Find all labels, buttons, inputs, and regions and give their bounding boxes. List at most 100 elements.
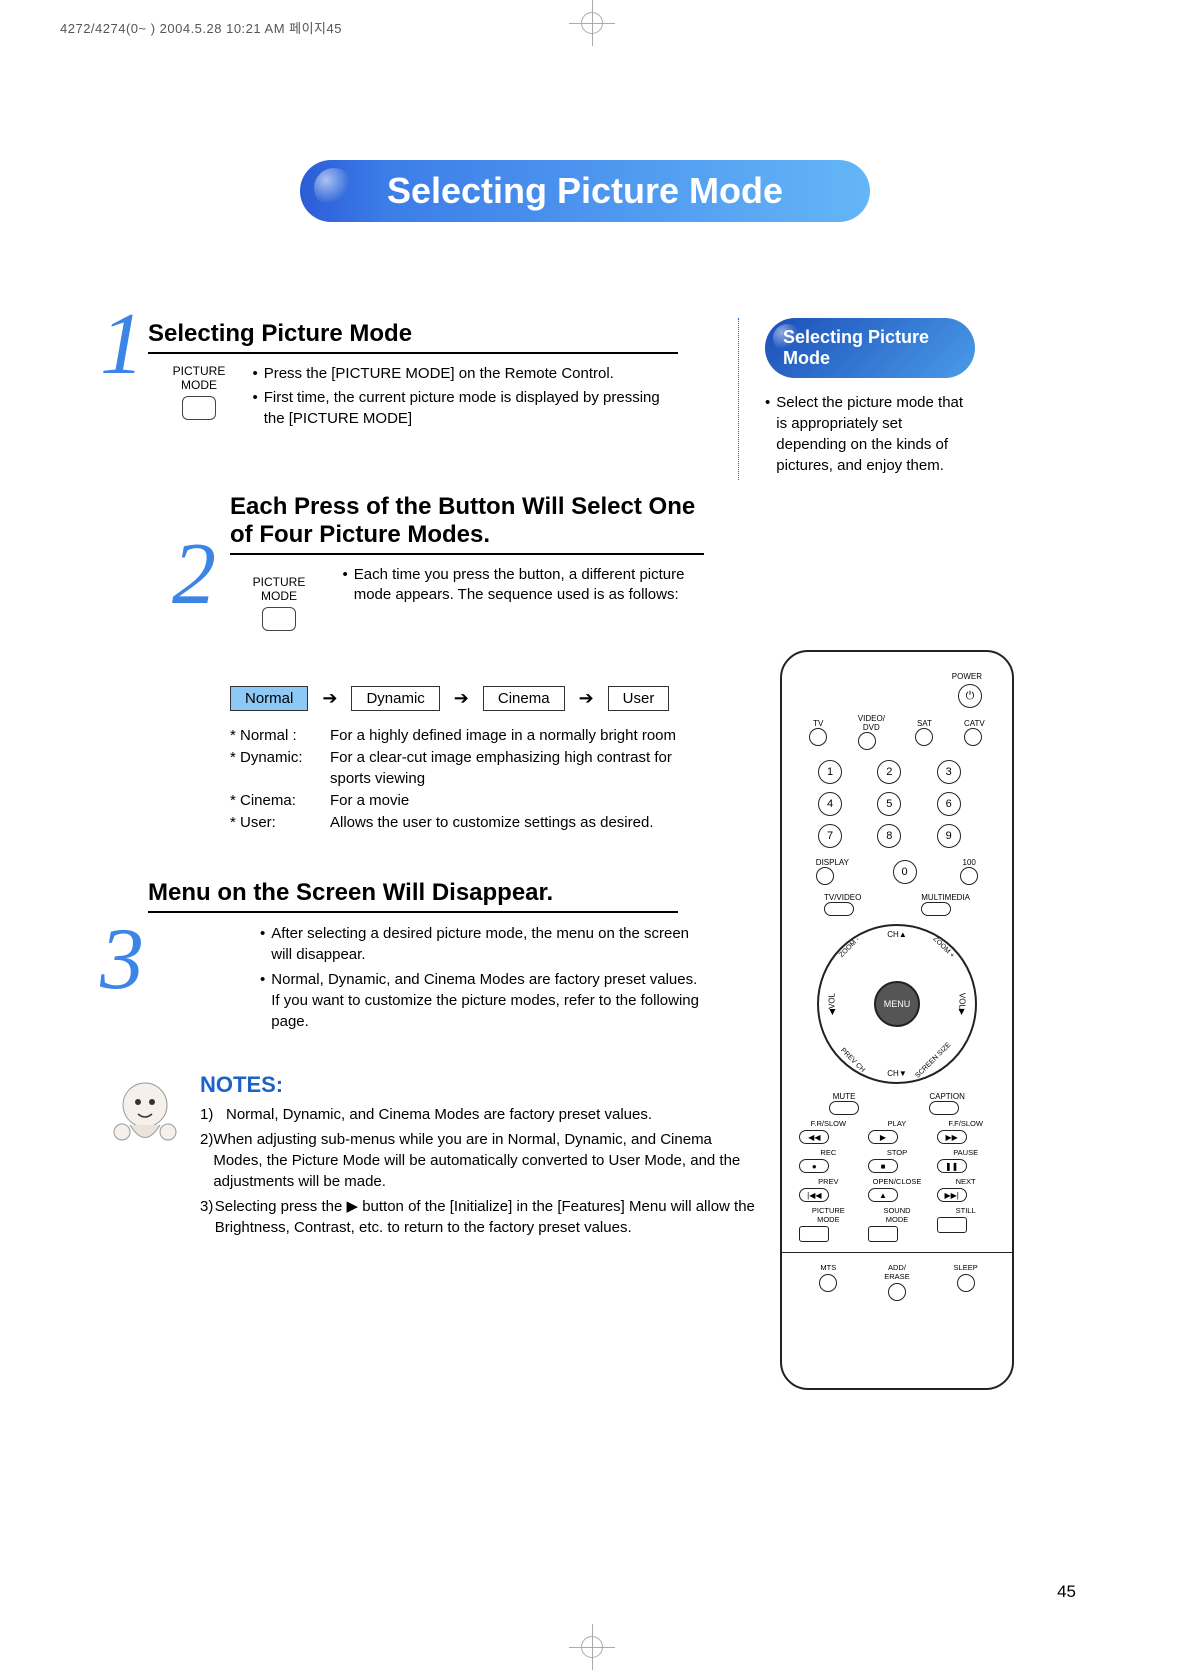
remote-tv-button[interactable] [809, 728, 827, 746]
step3-bullet-3: If you want to customize the picture mod… [271, 992, 699, 1030]
remote-num-8[interactable]: 8 [877, 824, 901, 848]
mode-cinema: Cinema [483, 686, 565, 711]
remote-openclose-label: OPEN/CLOSE [868, 1177, 926, 1186]
def-normal-label: * Normal : [230, 725, 330, 747]
remote-play-label: PLAY [868, 1119, 926, 1128]
remote-picmode-button[interactable] [799, 1226, 829, 1242]
arrow-icon: ➔ [579, 688, 594, 709]
remote-100-button[interactable] [960, 867, 978, 885]
step-1-number: 1 [100, 310, 144, 380]
remote-display-button[interactable] [816, 867, 834, 885]
remote-soundmode-button[interactable] [868, 1226, 898, 1242]
remote-prev-button[interactable]: |◀◀ [799, 1188, 829, 1202]
step-2-heading: Each Press of the Button Will Select One… [230, 493, 704, 555]
remote-play-button[interactable]: ▶ [868, 1130, 898, 1144]
remote-num-2[interactable]: 2 [877, 760, 901, 784]
remote-dpad: CH▲ CH▼ ◀VOL VOL▶ ZOOM - ZOOM + PREV CH … [817, 924, 977, 1084]
remote-num-1[interactable]: 1 [818, 760, 842, 784]
sidebar: Selecting Picture Mode •Select the pictu… [738, 318, 998, 480]
remote-display-label: DISPLAY [816, 858, 849, 867]
arrow-icon: ➔ [454, 688, 469, 709]
remote-adderase-label: ADD/ ERASE [868, 1263, 926, 1281]
main-content: 1 Selecting Picture Mode PICTURE MODE •P… [100, 320, 710, 1242]
picture-mode-label-bot-2: MODE [240, 589, 318, 603]
remote-openclose-button[interactable]: ▲ [868, 1188, 898, 1202]
picture-mode-button-icon-2: PICTURE MODE [240, 575, 318, 631]
remote-still-label: STILL [937, 1206, 995, 1215]
remote-numpad: 1 2 3 4 5 6 7 8 9 [818, 760, 976, 848]
remote-num-9[interactable]: 9 [937, 824, 961, 848]
remote-ch-up[interactable]: CH▲ [887, 930, 906, 939]
sidebar-title-pill: Selecting Picture Mode [765, 318, 975, 378]
remote-mts-label: MTS [799, 1263, 857, 1272]
note-1: Normal, Dynamic, and Cinema Modes are fa… [226, 1104, 652, 1125]
remote-num-0[interactable]: 0 [893, 860, 917, 884]
remote-ffslow-button[interactable]: ▶▶ [937, 1130, 967, 1144]
note-3: Selecting press the ▶ button of the [Ini… [215, 1196, 760, 1238]
remote-tvvideo-button[interactable] [824, 902, 854, 916]
def-cinema-desc: For a movie [330, 790, 710, 812]
def-user-label: * User: [230, 812, 330, 834]
crop-mark-bottom [581, 1636, 603, 1658]
remote-tvvideo-label: TV/VIDEO [824, 893, 861, 902]
remote-rec-button[interactable]: ● [799, 1159, 829, 1173]
def-cinema-label: * Cinema: [230, 790, 330, 812]
remote-num-5[interactable]: 5 [877, 792, 901, 816]
remote-stop-button[interactable]: ■ [868, 1159, 898, 1173]
step3-bullet-1: After selecting a desired picture mode, … [271, 923, 700, 965]
picture-mode-label-top-2: PICTURE [240, 575, 318, 589]
mode-dynamic: Dynamic [351, 686, 439, 711]
note-2: When adjusting sub-menus while you are i… [213, 1129, 760, 1192]
def-dynamic-label: * Dynamic: [230, 747, 330, 791]
remote-sleep-label: SLEEP [937, 1263, 995, 1272]
remote-mts-button[interactable] [819, 1274, 837, 1292]
mode-user: User [608, 686, 670, 711]
remote-caption-button[interactable] [929, 1101, 959, 1115]
sidebar-desc: Select the picture mode that is appropri… [776, 392, 975, 476]
remote-adderase-button[interactable] [888, 1283, 906, 1301]
step-3-number: 3 [100, 925, 144, 995]
sidebar-title: Selecting Picture Mode [783, 327, 975, 368]
remote-sleep-button[interactable] [957, 1274, 975, 1292]
remote-control: POWER ⏻ TV VIDEO/ DVD SAT CATV 1 2 3 4 5… [780, 650, 1014, 1390]
page-title: Selecting Picture Mode [387, 170, 783, 212]
picture-mode-label-top: PICTURE [160, 364, 238, 378]
remote-picmode-label: PICTURE MODE [799, 1206, 857, 1224]
def-normal-desc: For a highly defined image in a normally… [330, 725, 710, 747]
doc-header-strip: 4272/4274(0~ ) 2004.5.28 10:21 AM 페이지45 [60, 18, 342, 37]
remote-frslow-button[interactable]: ◀◀ [799, 1130, 829, 1144]
remote-multimedia-button[interactable] [921, 902, 951, 916]
crop-mark-top [581, 12, 603, 34]
remote-still-button[interactable] [937, 1217, 967, 1233]
remote-catv-button[interactable] [964, 728, 982, 746]
remote-mute-button[interactable] [829, 1101, 859, 1115]
remote-num-4[interactable]: 4 [818, 792, 842, 816]
step-2-number: 2 [172, 540, 216, 610]
remote-num-7[interactable]: 7 [818, 824, 842, 848]
picture-mode-label-bot: MODE [160, 378, 238, 392]
remote-vol-up[interactable]: VOL▶ [957, 993, 966, 1015]
remote-pause-label: PAUSE [937, 1148, 995, 1157]
remote-menu-button[interactable]: MENU [874, 981, 920, 1027]
remote-power-button[interactable]: ⏻ [958, 684, 982, 708]
page-number: 45 [1057, 1582, 1076, 1602]
mode-definitions: * Normal :For a highly defined image in … [230, 725, 710, 834]
remote-multimedia-label: MULTIMEDIA [921, 893, 970, 902]
remote-sat-button[interactable] [915, 728, 933, 746]
remote-num-3[interactable]: 3 [937, 760, 961, 784]
remote-vol-down[interactable]: ◀VOL [828, 993, 837, 1015]
step3-bullet-2: Normal, Dynamic, and Cinema Modes are fa… [271, 971, 697, 988]
step-1-bullets: •Press the [PICTURE MODE] on the Remote … [252, 364, 672, 433]
remote-dvd-button[interactable] [858, 732, 876, 750]
remote-next-button[interactable]: ▶▶| [937, 1188, 967, 1202]
remote-rec-label: REC [799, 1148, 857, 1157]
notes-heading: NOTES: [200, 1072, 710, 1098]
remote-frslow-label: F.R/SLOW [799, 1119, 857, 1128]
remote-ch-down[interactable]: CH▼ [887, 1069, 906, 1078]
remote-num-6[interactable]: 6 [937, 792, 961, 816]
arrow-icon: ➔ [322, 688, 337, 709]
remote-dvd-label: VIDEO/ DVD [858, 714, 885, 732]
remote-pause-button[interactable]: ❚❚ [937, 1159, 967, 1173]
def-user-desc: Allows the user to customize settings as… [330, 812, 710, 834]
remote-sat-label: SAT [915, 719, 933, 728]
